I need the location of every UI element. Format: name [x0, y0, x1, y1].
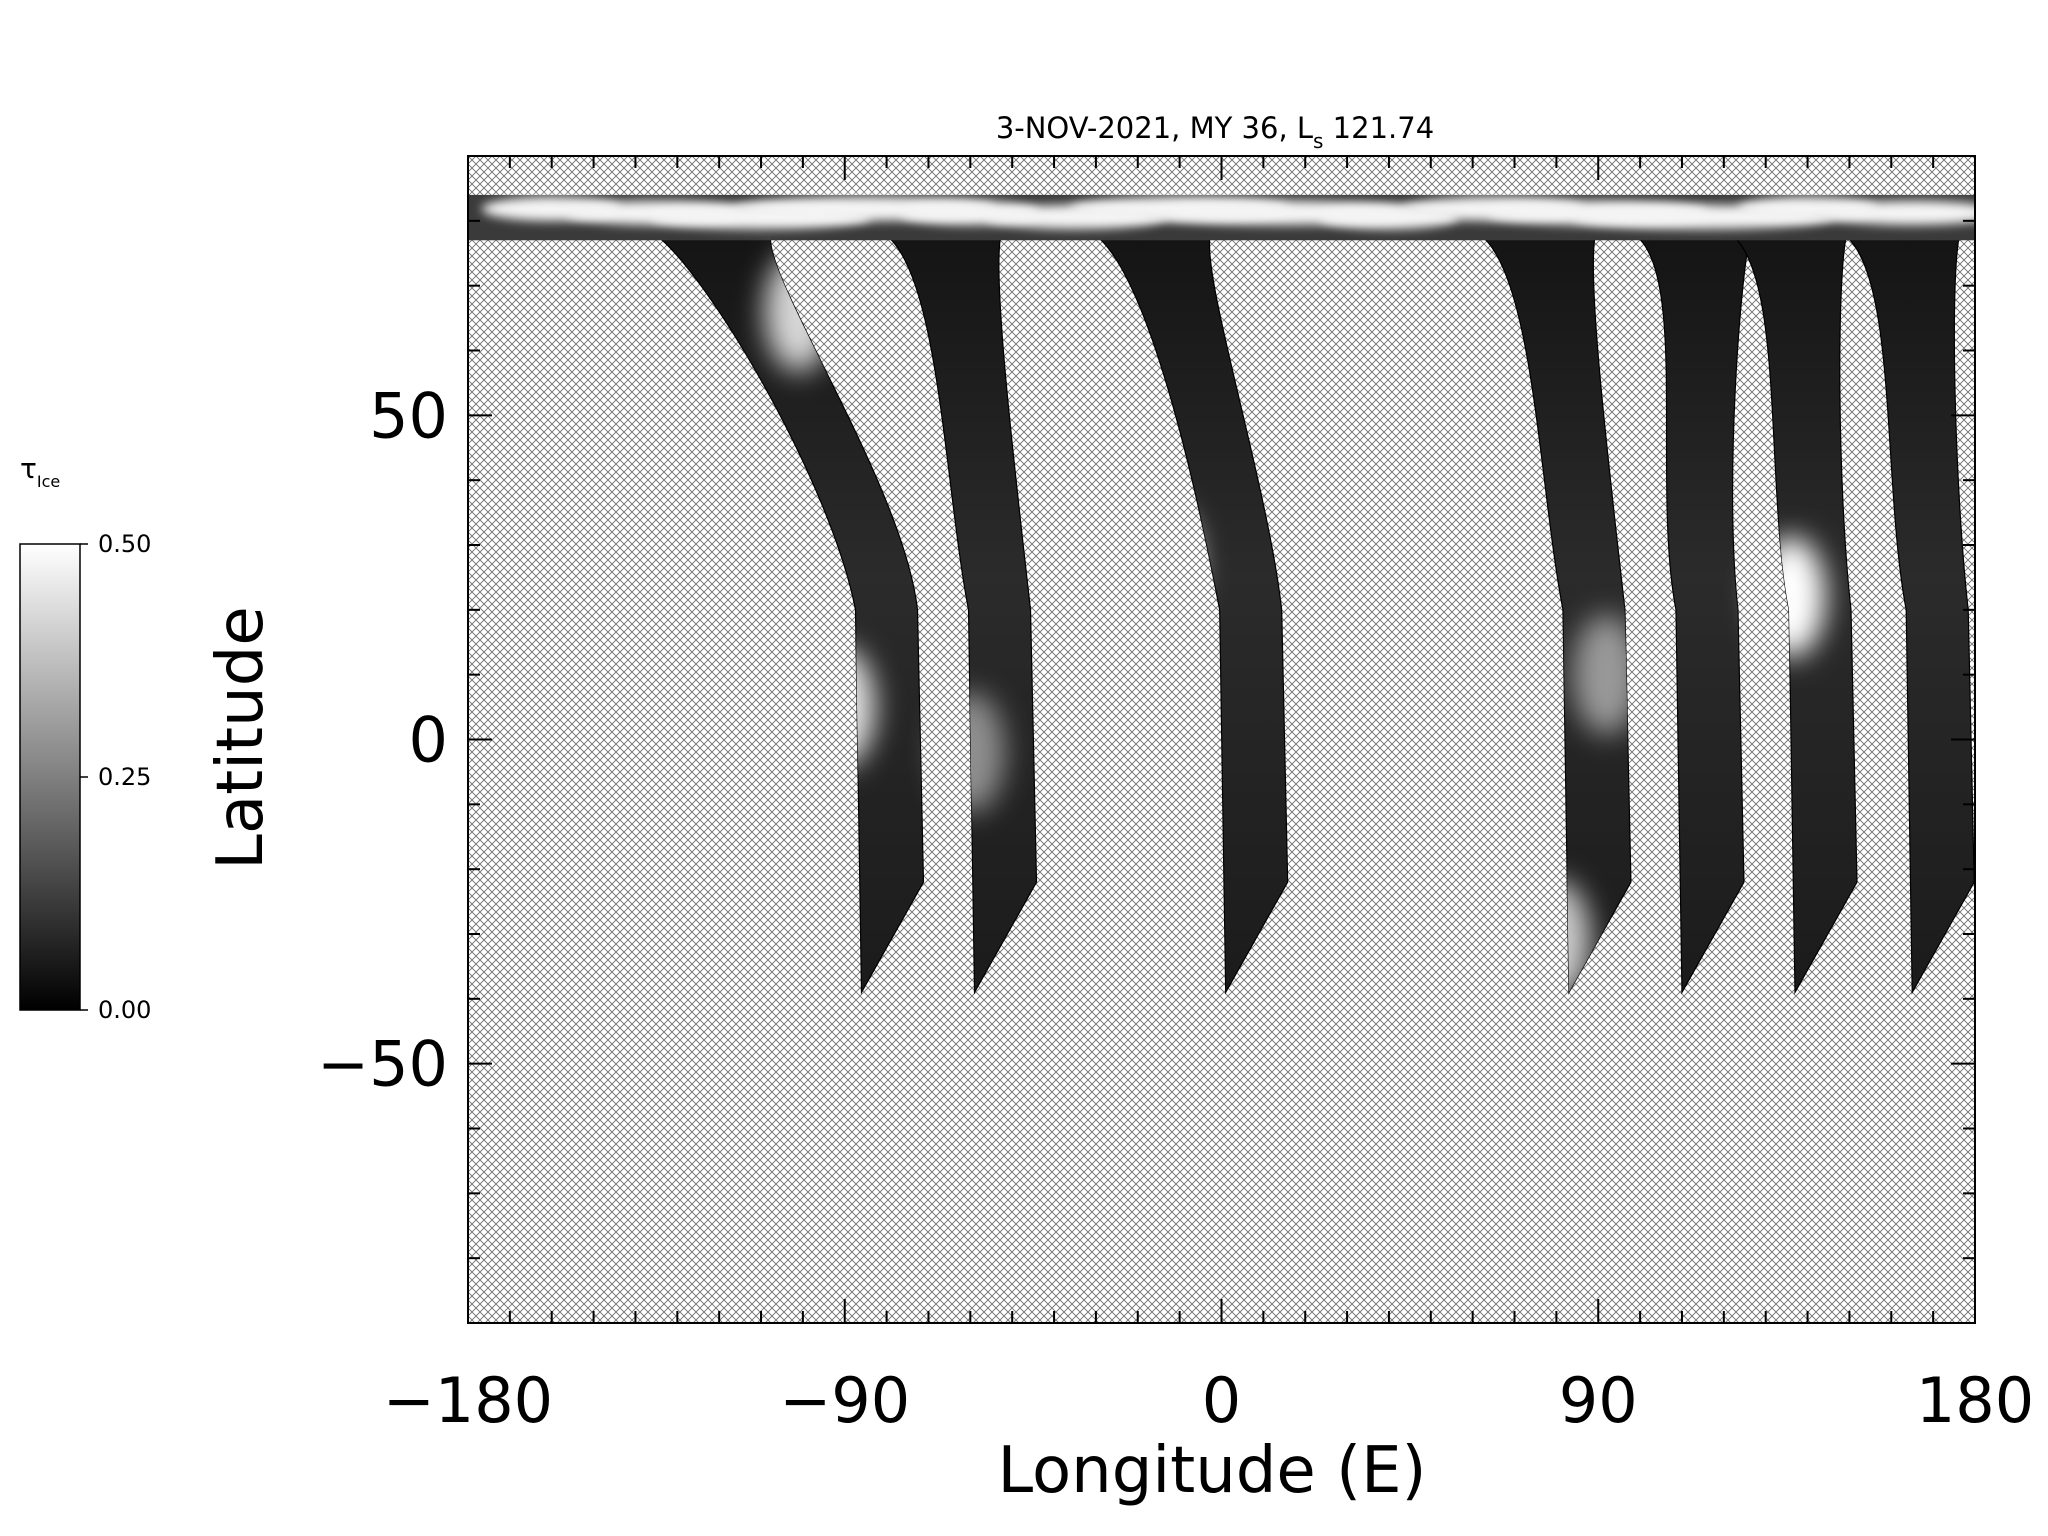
x-tick-label: 180: [1916, 1364, 2034, 1437]
y-tick-labels: 50 0 −50: [317, 379, 448, 1100]
colorbar-ticks: 0.50 0.25 0.00: [80, 530, 151, 1024]
orbit-swath: [1841, 233, 1975, 995]
y-axis-label: Latitude: [204, 606, 278, 869]
north-polar-cap: [468, 194, 1975, 241]
x-tick-label: 0: [1202, 1364, 1241, 1437]
orbit-swaths: [653, 233, 1975, 995]
x-tick-label: 90: [1559, 1364, 1638, 1437]
orbit-swath: [653, 233, 925, 995]
colorbar-gradient: [19, 543, 81, 1011]
chart-title: 3-NOV-2021, MY 36, Ls 121.74: [996, 111, 1434, 153]
orbit-swath: [1477, 233, 1632, 995]
x-tick-labels: −180 −90 0 90 180: [383, 1364, 2034, 1437]
x-tick-label: −180: [383, 1364, 553, 1437]
orbit-swath: [883, 233, 1038, 995]
colorbar-tick-label: 0.00: [98, 996, 151, 1024]
y-tick-label: −50: [317, 1028, 448, 1101]
y-tick-label: 0: [409, 704, 448, 777]
colorbar-tick-label: 0.50: [98, 530, 151, 558]
orbit-swath: [1092, 233, 1289, 995]
colorbar-tick-label: 0.25: [98, 763, 151, 791]
colorbar-label: τIce: [20, 452, 60, 491]
ice-opacity-data-layer: [468, 194, 1975, 995]
axis-ticks: [467, 155, 1976, 1324]
y-tick-label: 50: [369, 379, 448, 452]
orbit-swath: [1632, 233, 1752, 995]
colorbar: 0.50 0.25 0.00 τIce: [19, 452, 151, 1024]
ice-patch: [1572, 614, 1641, 735]
cap-bright-patch: [1822, 200, 1975, 225]
x-tick-label: −90: [779, 1364, 910, 1437]
x-axis-label: Longitude (E): [997, 1434, 1426, 1508]
